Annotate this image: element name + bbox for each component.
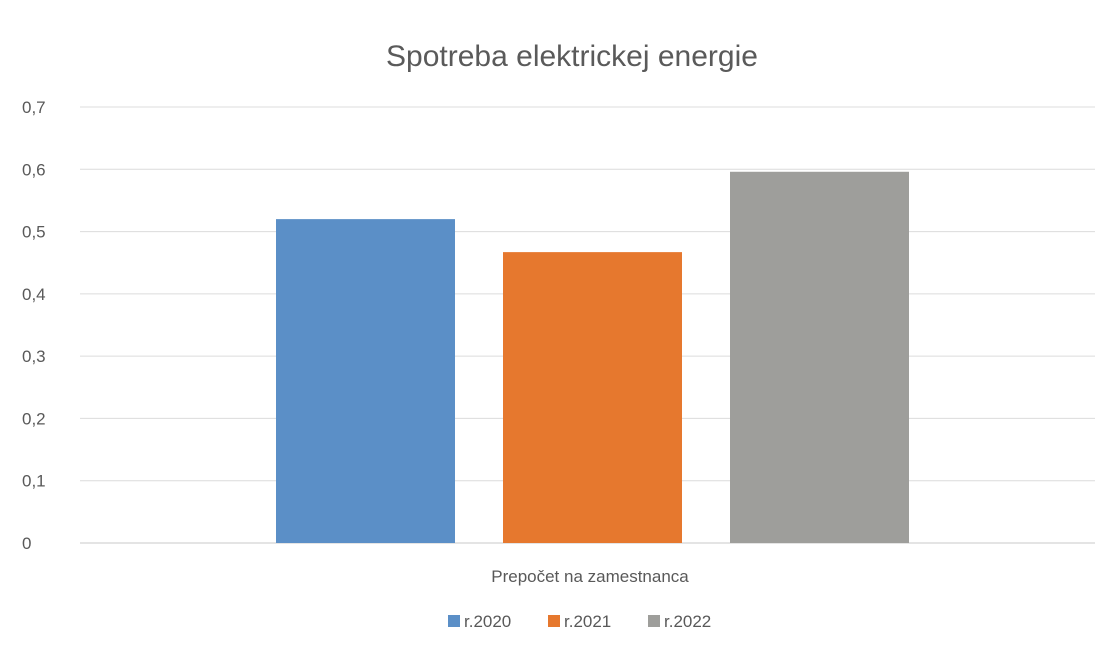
y-tick-label: 0,5 (22, 223, 46, 242)
bar-r-2020 (276, 219, 455, 543)
bars (276, 171, 909, 543)
y-tick-label: 0,2 (22, 409, 46, 428)
legend-swatch (648, 615, 660, 627)
legend: r.2020 r.2021 r.2022 (448, 612, 711, 631)
category-label: Prepočet na zamestnanca (491, 567, 689, 586)
y-axis-tick-labels: 0 0,1 0,2 0,3 0,4 0,5 0,6 0,7 (22, 98, 46, 553)
legend-label: r.2021 (564, 612, 611, 631)
legend-label: r.2020 (464, 612, 511, 631)
bar-r-2021 (503, 252, 682, 543)
y-tick-label: 0 (22, 534, 31, 553)
y-tick-label: 0,3 (22, 347, 46, 366)
legend-swatch (548, 615, 560, 627)
legend-label: r.2022 (664, 612, 711, 631)
y-tick-label: 0,7 (22, 98, 46, 117)
bar-r-2022 (730, 171, 909, 543)
y-tick-label: 0,6 (22, 160, 46, 179)
chart-title: Spotreba elektrickej energie (386, 40, 758, 73)
y-tick-label: 0,4 (22, 285, 46, 304)
legend-swatch (448, 615, 460, 627)
y-tick-label: 0,1 (22, 472, 46, 491)
